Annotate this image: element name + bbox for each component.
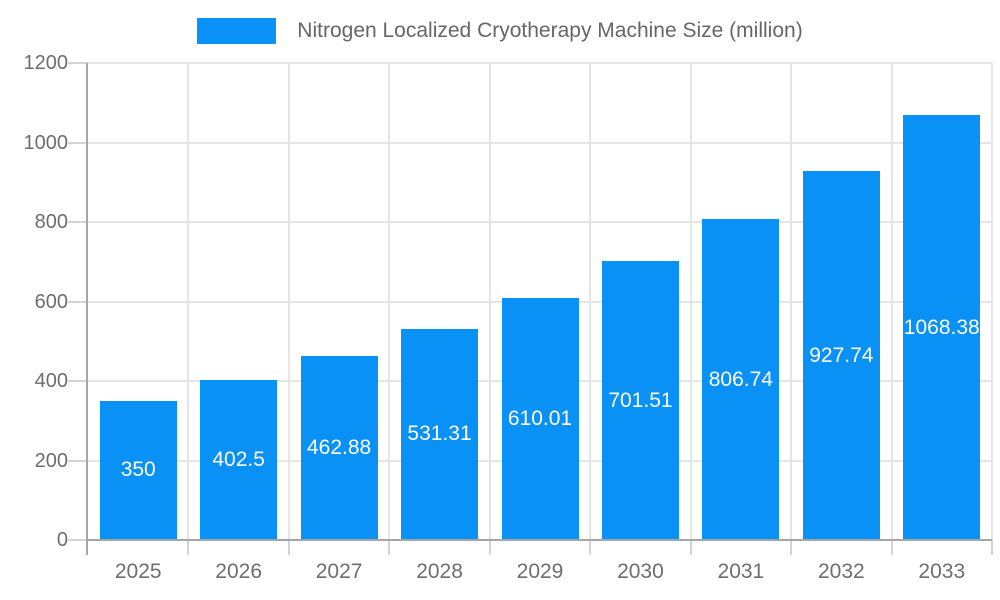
bar[interactable]	[99, 400, 177, 540]
y-tick-label: 400	[34, 370, 68, 392]
x-tick-mark	[890, 540, 893, 555]
y-tick-mark	[68, 380, 88, 382]
x-tick-label: 2030	[617, 560, 664, 583]
bar[interactable]	[300, 356, 378, 540]
bar[interactable]	[200, 380, 278, 540]
bar-value-label: 531.31	[407, 422, 472, 446]
chart-legend[interactable]: Nitrogen Localized Cryotherapy Machine S…	[0, 18, 1000, 44]
bar-value-label: 462.88	[306, 436, 372, 459]
gridline-vertical	[689, 63, 692, 540]
bar[interactable]	[401, 328, 479, 540]
legend-label: Nitrogen Localized Cryotherapy Machine S…	[297, 19, 803, 42]
y-tick-mark	[68, 141, 88, 144]
bar[interactable]	[802, 171, 880, 540]
y-tick-label: 200	[34, 449, 68, 472]
x-tick-mark	[589, 540, 592, 555]
y-tick-mark	[68, 62, 88, 64]
y-tick-label: 800	[34, 211, 68, 233]
gridline-vertical	[388, 63, 391, 540]
y-tick-mark	[68, 539, 88, 541]
bar-value-label: 701.51	[608, 388, 673, 412]
bar[interactable]	[501, 297, 579, 540]
y-tick-mark	[68, 459, 88, 462]
gridline-vertical	[991, 63, 993, 540]
y-tick-label: 600	[34, 290, 68, 313]
x-tick-mark	[488, 540, 491, 555]
bar[interactable]	[903, 115, 981, 540]
y-tick-mark	[68, 221, 88, 223]
gridline-vertical	[790, 63, 793, 540]
bar[interactable]	[702, 219, 780, 540]
x-tick-label: 2033	[918, 560, 966, 583]
bar[interactable]	[601, 261, 679, 540]
gridline-vertical	[488, 63, 491, 540]
bar-value-label: 402.5	[212, 448, 265, 471]
x-tick-mark	[187, 540, 190, 555]
x-tick-label: 2031	[717, 560, 765, 583]
bar-value-label: 350	[120, 458, 156, 482]
gridline-vertical	[187, 63, 190, 540]
x-tick-mark	[287, 540, 290, 555]
x-tick-label: 2025	[114, 560, 162, 583]
y-axis-line	[86, 63, 88, 555]
bar-value-label: 927.74	[809, 343, 874, 367]
y-tick-label: 1000	[23, 131, 69, 154]
bar-value-label: 610.01	[507, 406, 573, 430]
gridline-vertical	[287, 63, 290, 540]
gridline-horizontal	[88, 62, 992, 64]
y-tick-mark	[68, 300, 88, 303]
x-tick-label: 2026	[215, 560, 263, 583]
x-tick-label: 2029	[516, 560, 564, 583]
y-tick-label: 1200	[23, 52, 69, 74]
gridline-vertical	[589, 63, 592, 540]
bar-value-label: 1068.38	[903, 315, 980, 339]
x-tick-mark	[689, 540, 692, 555]
gridline-horizontal	[88, 221, 992, 223]
x-axis-line	[86, 539, 992, 541]
x-tick-mark	[991, 540, 993, 555]
x-tick-label: 2027	[315, 560, 363, 583]
gridline-vertical	[890, 63, 893, 540]
x-tick-mark	[388, 540, 391, 555]
x-tick-mark	[790, 540, 793, 555]
x-tick-label: 2032	[817, 560, 865, 583]
bar-value-label: 806.74	[708, 367, 773, 391]
legend-swatch-icon	[197, 18, 277, 44]
y-tick-label: 0	[56, 529, 68, 551]
x-tick-label: 2028	[416, 560, 463, 583]
gridline-horizontal	[88, 141, 992, 144]
